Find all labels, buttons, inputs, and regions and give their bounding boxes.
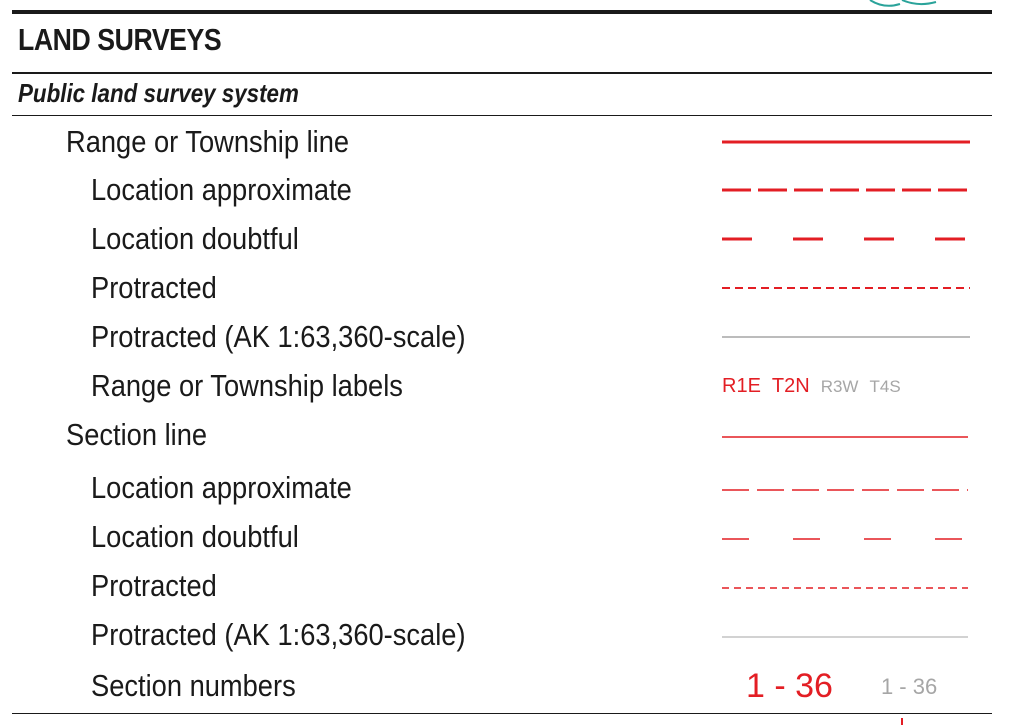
thin-solid-red-line-symbol <box>722 411 972 460</box>
legend-row-section-location-doubtful: Location doubtful <box>0 513 1011 562</box>
label-sample-gray: T4S <box>869 376 901 396</box>
thin-gray-line-symbol <box>722 313 972 362</box>
short-dash-red-line-symbol <box>722 264 972 313</box>
legend-row-location-approximate: Location approximate <box>0 166 1011 215</box>
bottom-rule <box>12 713 992 714</box>
long-dash-red-line-symbol <box>722 166 972 215</box>
legend-label: Protracted <box>91 568 217 603</box>
legend-label: Section line <box>66 417 208 452</box>
section-number-sample-gray: 1 - 36 <box>880 673 938 699</box>
map-symbol-fragment <box>869 0 937 7</box>
label-sample-red: R1E <box>722 375 761 397</box>
label-sample-gray: R3W <box>820 376 859 396</box>
legend-row-range-township-labels: Range or Township labels R1E T2N R3W T4S <box>0 362 1011 411</box>
legend-label: Location doubtful <box>91 221 299 256</box>
legend-label: Range or Township labels <box>91 368 403 403</box>
spaced-dash-red-line-symbol <box>722 215 972 264</box>
section-number-sample-red: 1 - 36 <box>746 667 833 705</box>
title-rule <box>12 72 992 74</box>
legend-row-section-line: Section line <box>0 411 1011 460</box>
label-sample-red: T2N <box>771 375 810 397</box>
legend-label: Section numbers <box>91 668 296 703</box>
legend-label: Protracted <box>91 270 217 305</box>
legend-label: Range or Township line <box>66 124 350 159</box>
legend-row-protracted: Protracted <box>0 264 1011 313</box>
bottom-tick-mark <box>901 718 903 725</box>
legend-row-section-protracted: Protracted <box>0 562 1011 611</box>
legend-label: Protracted (AK 1:63,360-scale) <box>91 617 466 652</box>
legend-label: Location doubtful <box>91 519 299 554</box>
top-rule <box>12 10 992 14</box>
legend-label: Location approximate <box>91 470 352 505</box>
legend-row-section-location-approximate: Location approximate <box>0 464 1011 513</box>
thin-short-dash-red-line-symbol <box>722 562 972 611</box>
hairline-gray-line-symbol <box>722 611 972 660</box>
legend-row-range-township-line: Range or Township line <box>0 118 1011 167</box>
legend-row-section-protracted-ak: Protracted (AK 1:63,360-scale) <box>0 611 1011 660</box>
legend-row-section-numbers: Section numbers 1 - 36 1 - 36 <box>0 662 1011 711</box>
section-number-samples: 1 - 36 1 - 36 <box>746 662 937 711</box>
thin-spaced-dash-red-line-symbol <box>722 513 972 562</box>
range-township-label-samples: R1E T2N R3W T4S <box>722 362 912 411</box>
section-title: LAND SURVEYS <box>18 22 222 57</box>
legend-row-protracted-ak: Protracted (AK 1:63,360-scale) <box>0 313 1011 362</box>
legend-label: Protracted (AK 1:63,360-scale) <box>91 319 466 354</box>
subtitle-rule <box>12 115 992 116</box>
thin-long-dash-red-line-symbol <box>722 464 972 513</box>
legend-row-location-doubtful: Location doubtful <box>0 215 1011 264</box>
subsection-title: Public land survey system <box>18 78 299 108</box>
legend-label: Location approximate <box>91 172 352 207</box>
solid-red-line-symbol <box>722 118 972 167</box>
